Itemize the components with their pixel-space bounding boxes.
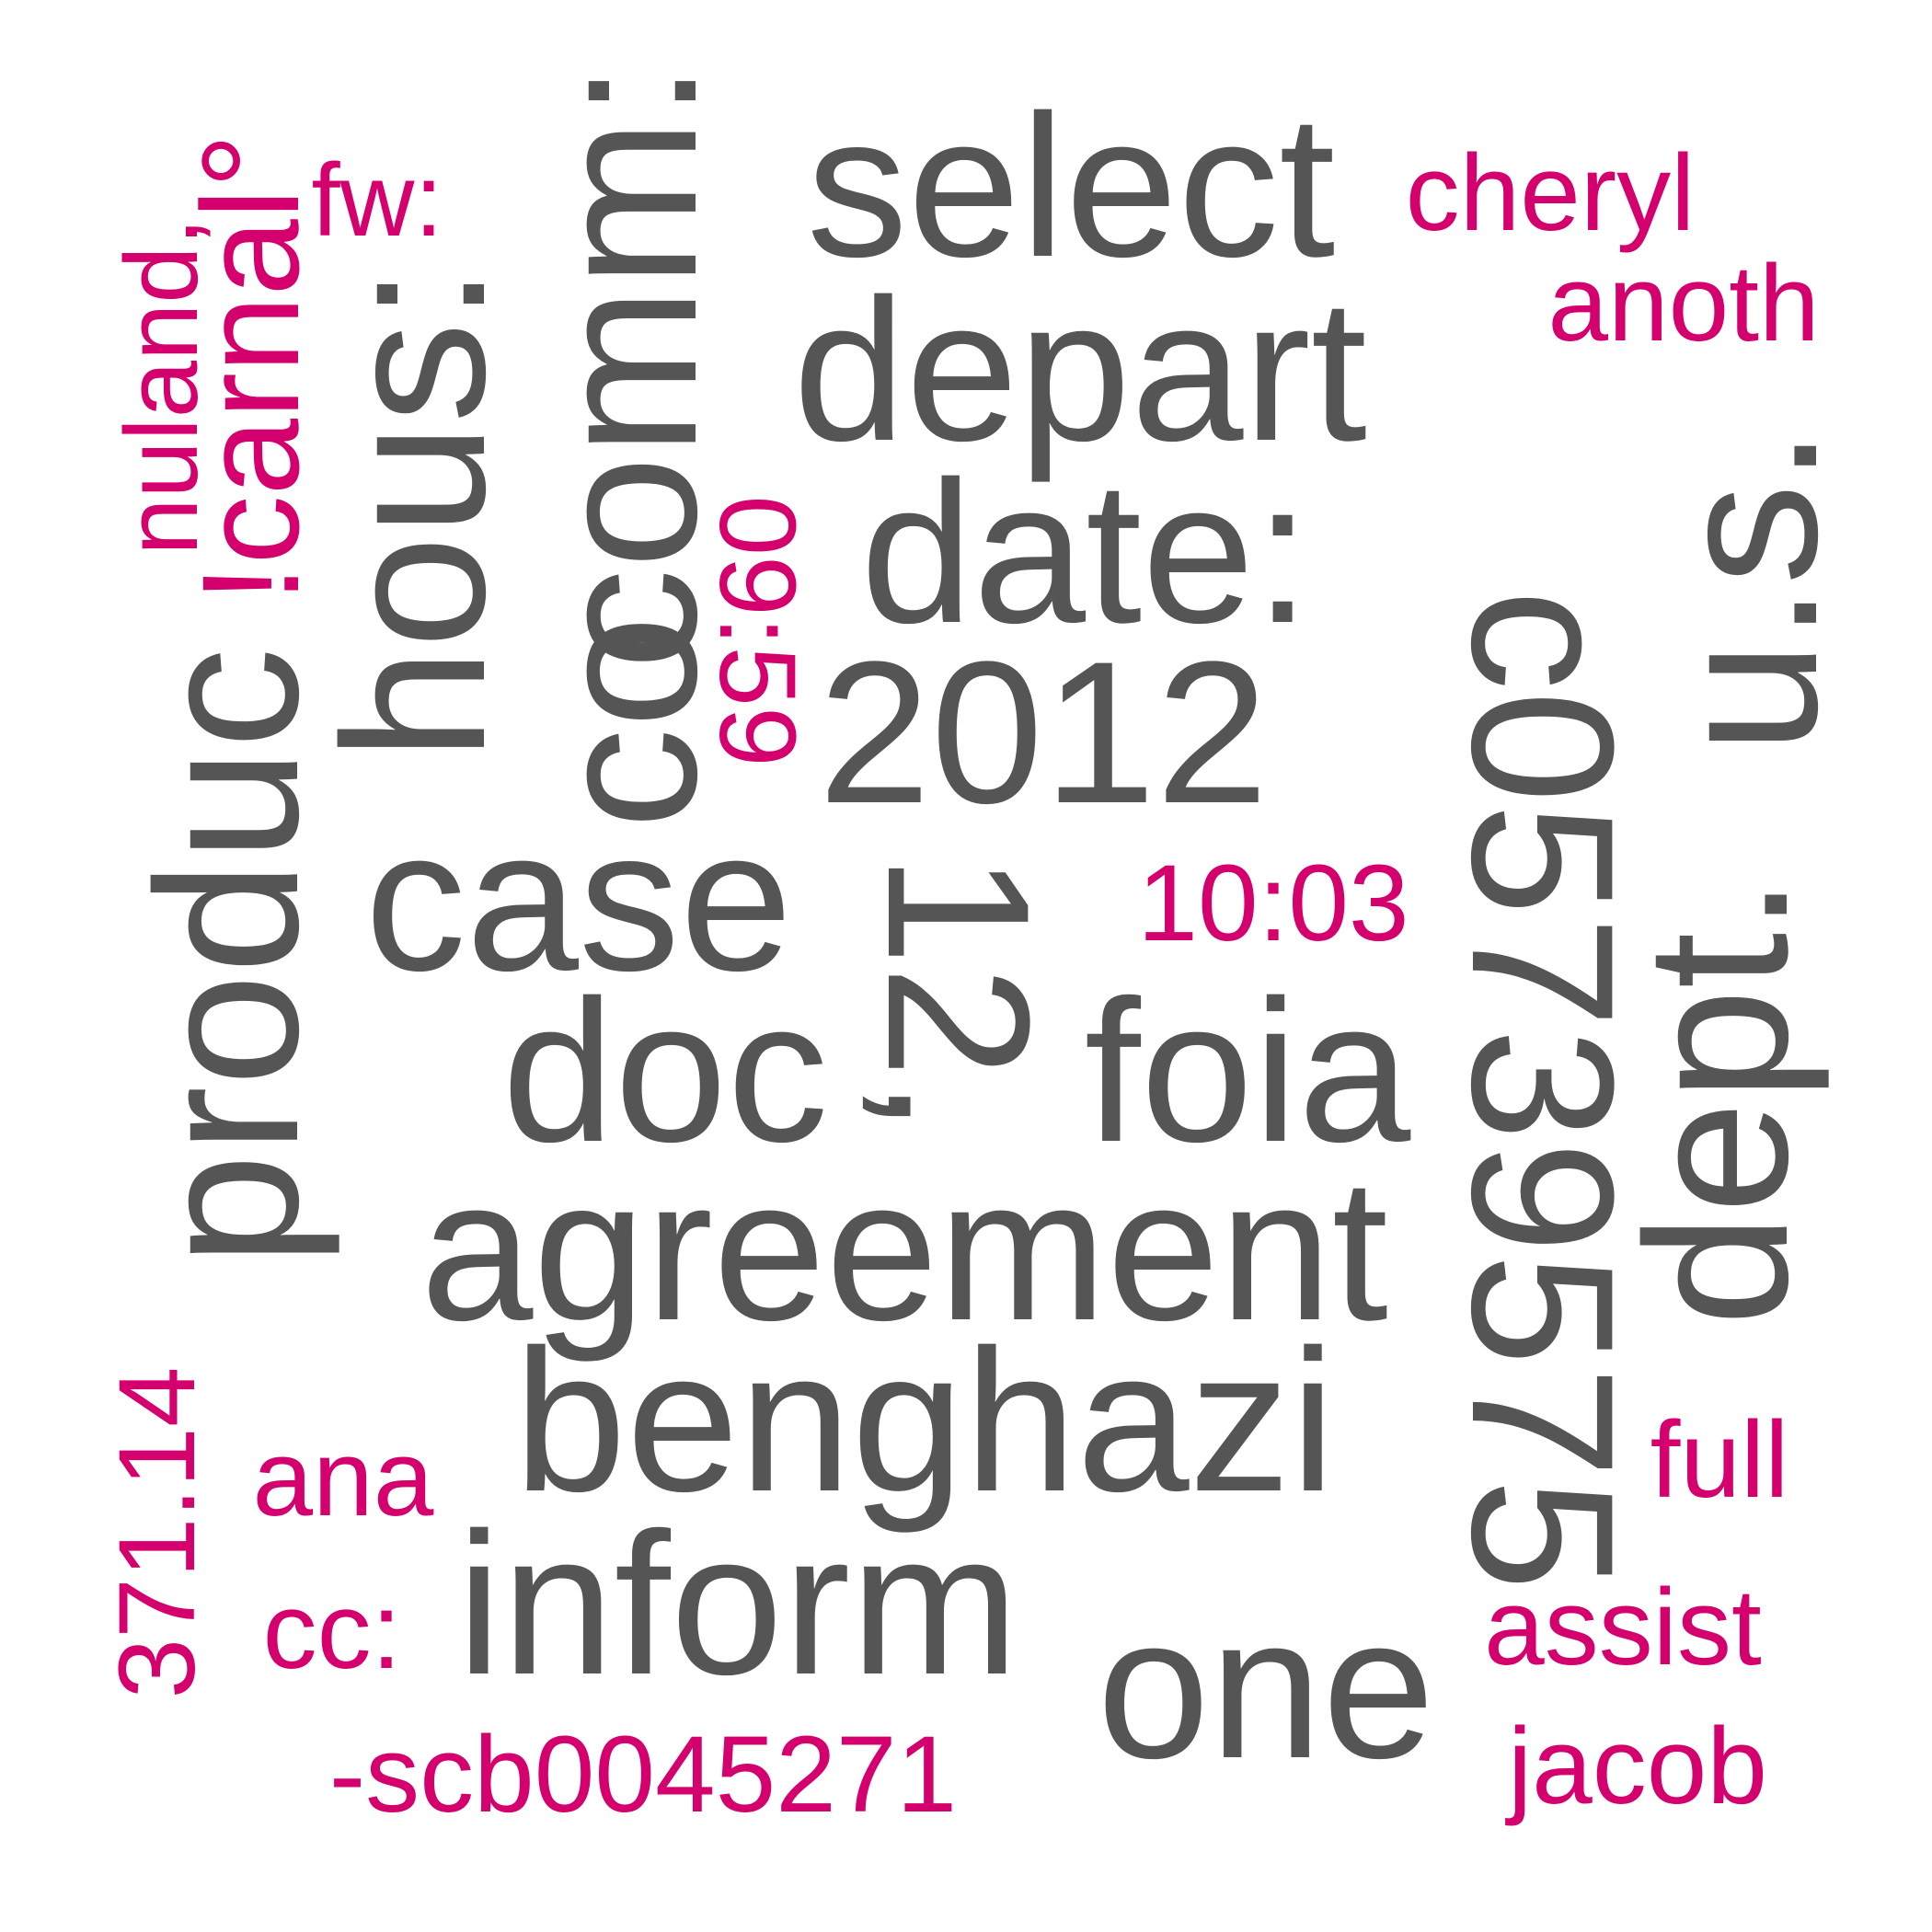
word-hous: hous: (301, 265, 527, 762)
word-n37114: 371.14 (97, 1366, 218, 1699)
word-agreement: agreement (420, 1136, 1388, 1363)
word-cc: cc: (262, 1570, 402, 1692)
word-ana: ana (252, 1418, 434, 1539)
word-produc: produc (114, 647, 340, 1267)
word-t1003: 10:03 (1137, 843, 1409, 964)
word-date: date: (860, 439, 1311, 665)
word-one: one (1097, 1574, 1435, 1800)
word-y2012: 2012 (818, 619, 1269, 845)
word-jacob: jacob (1507, 1706, 1768, 1827)
word-full: full (1650, 1399, 1789, 1521)
word-foia: foia (1084, 958, 1411, 1184)
word-cheryl: cheryl (1405, 132, 1696, 254)
word-doc: doc (501, 958, 829, 1184)
word-benghazi: benghazi (513, 1307, 1336, 1534)
word-anoth: anoth (1547, 243, 1820, 364)
word-us: u.s. (1633, 427, 1859, 754)
word-depart: depart (793, 257, 1367, 483)
word-fw: fw: (311, 143, 443, 258)
word-dept: dept. (1604, 876, 1830, 1327)
word-case: case (364, 787, 793, 1013)
word-assist: assist (1484, 1567, 1762, 1688)
word-scb: -scb0045271 (328, 1714, 958, 1835)
word-n12: 12, (845, 853, 1072, 1134)
word-select: select (806, 73, 1336, 299)
word-inform: inform (456, 1490, 1019, 1717)
word-t0959: 09:59 (696, 495, 818, 767)
word-carnal: !carnal° (173, 132, 328, 604)
